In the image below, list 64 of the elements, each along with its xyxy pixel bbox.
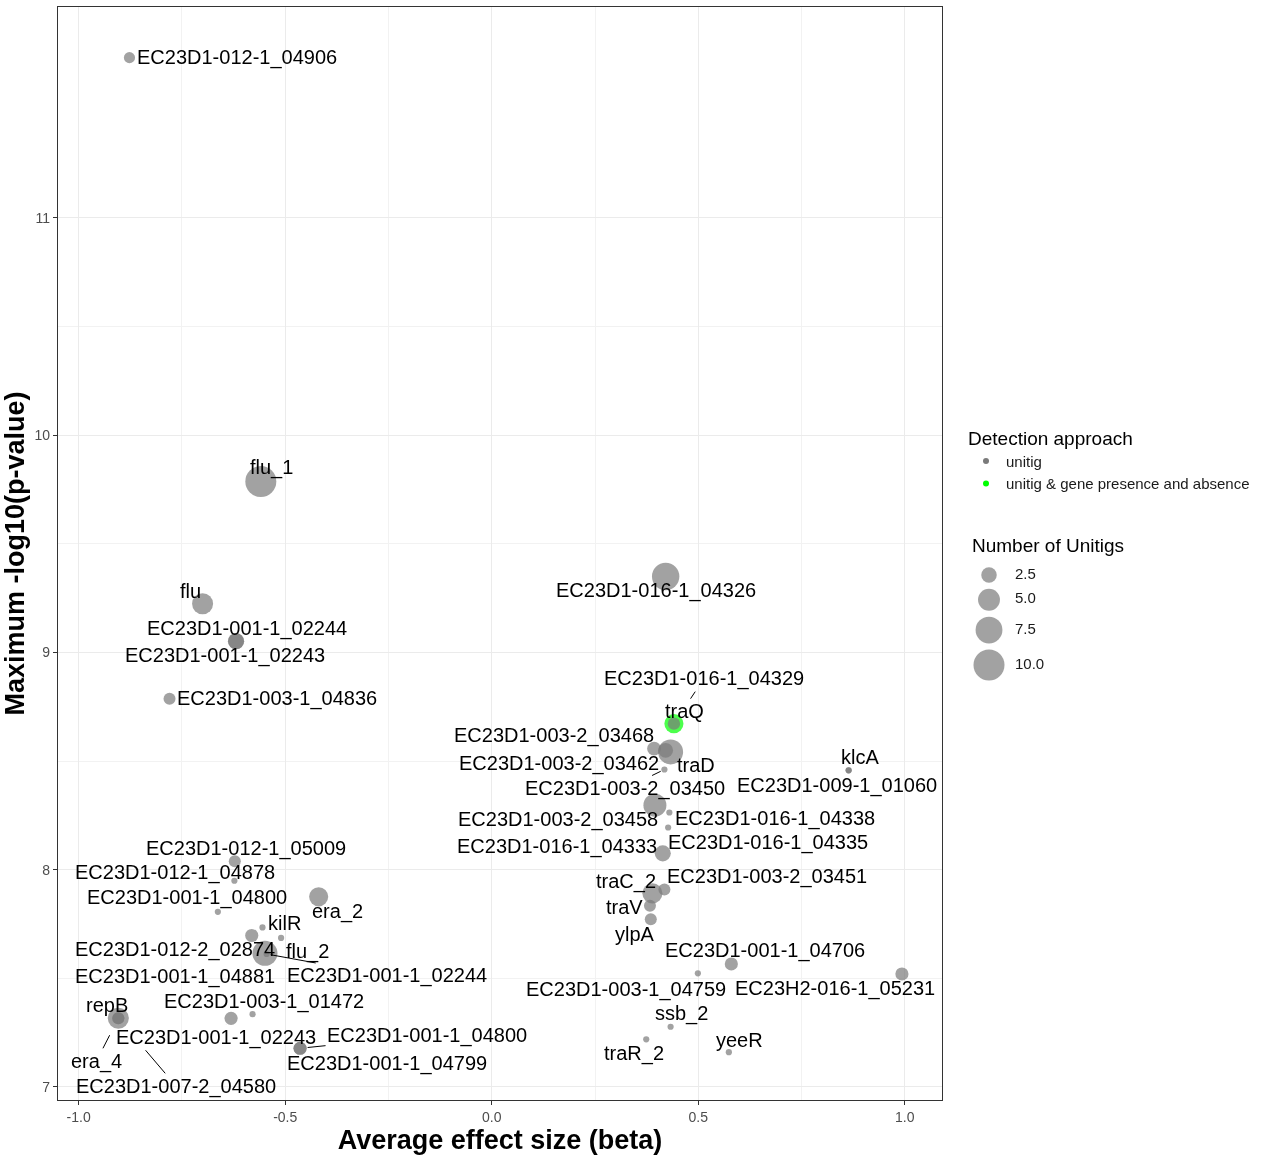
annotation: EC23D1-003-2_03450 xyxy=(525,777,726,800)
annotation: EC23D1-001-1_04799 xyxy=(287,1052,488,1075)
x-axis-title: Average effect size (beta) xyxy=(337,1124,663,1155)
y-tick-label: 7 xyxy=(42,1078,51,1095)
annotation: EC23D1-001-1_04706 xyxy=(665,939,866,962)
annotation: EC23D1-009-1_01060 xyxy=(737,774,938,797)
y-tick-label: 10 xyxy=(34,426,51,443)
text: Detection approach xyxy=(968,427,1133,449)
annotation: flu xyxy=(180,580,202,602)
annotation: era_2 xyxy=(312,900,364,923)
annotation: EC23D1-003-1_01472 xyxy=(164,990,365,1013)
annotation: EC23D1-007-2_04580 xyxy=(76,1075,277,1098)
annotation: EC23D1-003-2_03468 xyxy=(454,724,655,747)
annotation: EC23D1-016-1_04333 xyxy=(457,835,658,858)
annotation: traV xyxy=(606,896,644,918)
annotation: EC23D1-003-1_04836 xyxy=(177,687,378,710)
annotation: EC23D1-001-1_04800 xyxy=(327,1024,528,1047)
y-tick-label: 9 xyxy=(42,644,51,661)
y-axis-title: Maximum -log10(p-value) xyxy=(0,391,30,716)
x-tick-label: -1.0 xyxy=(66,1108,91,1125)
annotation: EC23D1-016-1_04338 xyxy=(675,807,876,830)
annotation: flu_1 xyxy=(250,456,294,479)
legend-label: 7.5 xyxy=(1015,619,1036,637)
annotation: EC23D1-001-1_04881 xyxy=(75,965,276,988)
annotation: EC23D1-001-1_02243 xyxy=(125,644,326,667)
legend-label: 2.5 xyxy=(1015,564,1036,582)
x-tick-label: 0.5 xyxy=(688,1108,709,1125)
legend-label: unitig & gene presence and absence xyxy=(1006,475,1250,493)
annotation: EC23D1-001-1_04800 xyxy=(87,886,288,909)
annotation: klcA xyxy=(841,746,880,768)
annotation: EC23D1-012-1_04878 xyxy=(75,861,276,884)
y-tick-label: 11 xyxy=(35,209,51,226)
annotation: EC23D1-012-2_02874 xyxy=(75,938,276,961)
legend-label: 5.0 xyxy=(1015,589,1036,607)
y-tick-label: 8 xyxy=(42,861,51,878)
annotation: EC23D1-001-1_02244 xyxy=(147,617,348,640)
annotation: kilR xyxy=(268,912,302,934)
annotation: EC23H2-016-1_05231 xyxy=(735,977,936,1000)
x-tick-label: -0.5 xyxy=(273,1108,298,1125)
annotation: EC23D1-001-1_02244 xyxy=(287,964,488,987)
annotation: EC23D1-012-1_05009 xyxy=(146,837,347,860)
annotation: EC23D1-003-2_03462 xyxy=(459,752,660,775)
annotation: traR_2 xyxy=(604,1042,665,1065)
x-tick-label: 1.0 xyxy=(895,1108,915,1125)
annotation: yeeR xyxy=(716,1029,763,1051)
annotation: EC23D1-016-1_04326 xyxy=(556,579,757,602)
annotation: repB xyxy=(86,994,129,1016)
annotation: EC23D1-003-1_04759 xyxy=(526,978,727,1001)
x-tick-label: 0.0 xyxy=(482,1108,502,1125)
annotation: EC23D1-012-1_04906 xyxy=(137,46,338,69)
annotation: traD xyxy=(677,754,715,776)
annotation: EC23D1-003-2_03451 xyxy=(667,865,868,888)
annotation: era_4 xyxy=(71,1050,123,1073)
annotation: ylpA xyxy=(615,923,655,945)
legend-label: unitig xyxy=(1006,452,1042,470)
annotation: EC23D1-003-2_03458 xyxy=(458,808,659,831)
annotation: traC_2 xyxy=(596,870,657,893)
annotation: EC23D1-001-1_02243 xyxy=(116,1026,317,1049)
annotation: ssb_2 xyxy=(655,1002,709,1025)
legend-label: 10.0 xyxy=(1015,654,1045,672)
annotation: flu_2 xyxy=(286,940,330,963)
annotation: EC23D1-016-1_04335 xyxy=(668,831,869,854)
annotation: EC23D1-016-1_04329 xyxy=(604,667,805,690)
text: Number of Unitigs xyxy=(972,535,1125,556)
